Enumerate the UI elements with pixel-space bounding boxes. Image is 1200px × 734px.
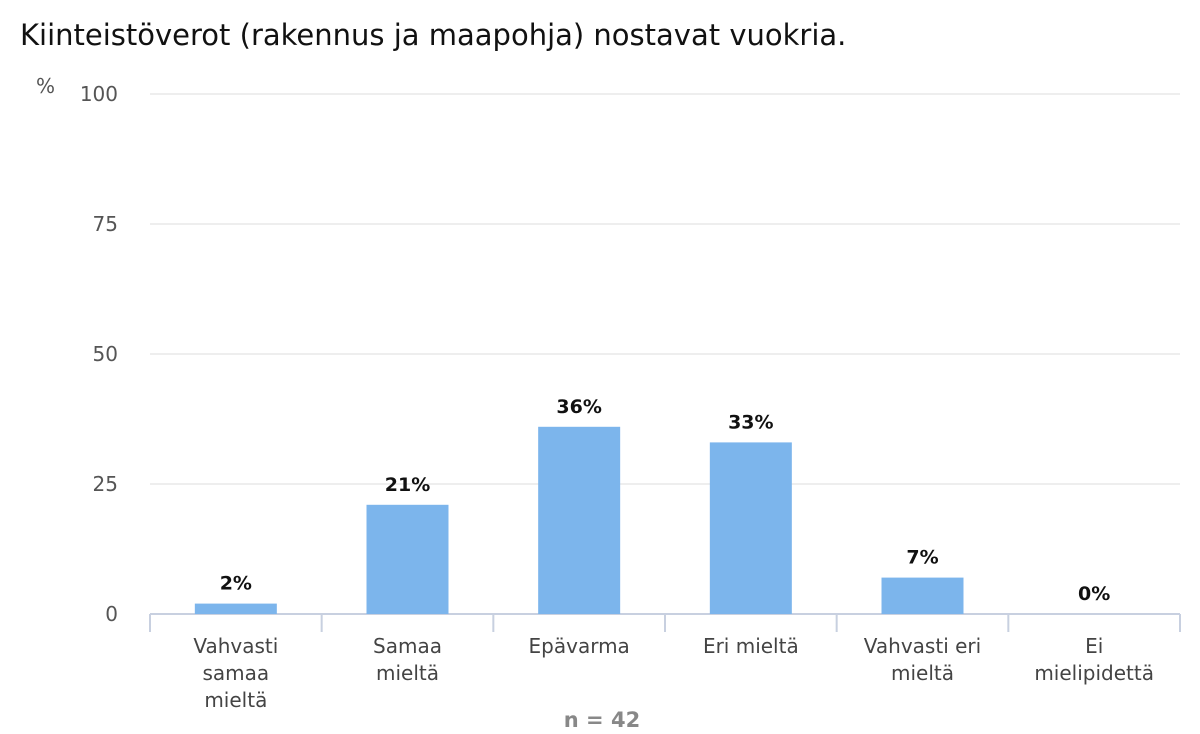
y-tick-label: 100: [80, 82, 118, 106]
category-label-line: Eri mieltä: [703, 634, 799, 658]
category-label-line: mieltä: [204, 688, 267, 712]
category-label-line: samaa: [202, 661, 269, 685]
category-label-line: Samaa: [373, 634, 442, 658]
data-labels: 2% 21% 36% 33% 7% 0%: [220, 396, 1111, 605]
category-labels: Vahvasti samaa mieltä Samaa mieltä Epävarma Er…: [193, 634, 1154, 712]
category-label: Eri mieltä: [703, 634, 799, 658]
sample-size-label: n = 42: [564, 708, 640, 732]
category-label: Epävarma: [529, 634, 630, 658]
y-axis-unit-label: %: [36, 74, 55, 98]
bars: [194, 426, 964, 614]
category-label: Vahvasti eri mieltä: [864, 634, 981, 685]
y-tick-label: 0: [105, 602, 118, 626]
category-label: Vahvasti samaa mieltä: [193, 634, 278, 712]
data-label: 21%: [385, 474, 430, 496]
x-axis: [149, 613, 1181, 632]
category-label-line: mieltä: [376, 661, 439, 685]
data-label: 2%: [220, 573, 252, 595]
bar[interactable]: [881, 577, 964, 614]
category-label: Ei mielipidettä: [1034, 634, 1154, 685]
bar[interactable]: [709, 442, 792, 614]
y-tick-label: 75: [93, 212, 118, 236]
data-label: 7%: [906, 547, 938, 569]
bar[interactable]: [538, 426, 621, 614]
category-label-line: Vahvasti eri: [864, 634, 981, 658]
gridlines: [150, 93, 1180, 485]
bar[interactable]: [366, 504, 449, 614]
bar[interactable]: [194, 603, 277, 614]
y-axis-ticks: 0 25 50 75 100: [80, 82, 118, 626]
category-label-line: mieltä: [891, 661, 954, 685]
category-label-line: Vahvasti: [193, 634, 278, 658]
category-label-line: mielipidettä: [1034, 661, 1154, 685]
chart-title: Kiinteistöverot (rakennus ja maapohja) n…: [20, 18, 847, 52]
data-label: 36%: [556, 396, 601, 418]
category-label-line: Ei: [1085, 634, 1103, 658]
category-label: Samaa mieltä: [373, 634, 442, 685]
category-label-line: Epävarma: [529, 634, 630, 658]
y-tick-label: 25: [93, 472, 118, 496]
data-label: 0%: [1078, 583, 1110, 605]
data-label: 33%: [728, 411, 773, 433]
y-tick-label: 50: [93, 342, 118, 366]
